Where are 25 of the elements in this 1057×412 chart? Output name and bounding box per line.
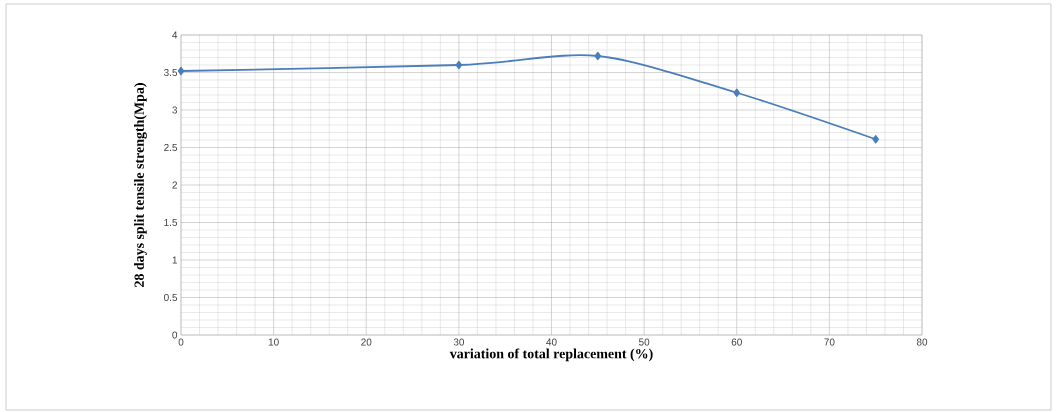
x-axis-title: variation of total replacement (%) <box>449 348 653 362</box>
x-tick-label: 70 <box>824 338 835 346</box>
y-tick-label: 3 <box>172 106 178 114</box>
x-tick-label: 10 <box>268 338 279 346</box>
point <box>594 51 602 61</box>
y-axis-title: 28 days split tensile strength(Mpa) <box>134 83 147 287</box>
x-tick-label: 50 <box>639 338 650 346</box>
x-tick-label: 60 <box>731 338 742 346</box>
y-tick-label: 1 <box>172 256 177 264</box>
y-tick-label: 1.5 <box>164 219 178 226</box>
point <box>872 135 879 144</box>
point <box>455 60 463 70</box>
y-tick-label: 0 <box>172 331 178 339</box>
y-tick-label: 2.5 <box>164 143 178 152</box>
y-tick-label: 3.5 <box>164 68 178 77</box>
x-tick-label: 30 <box>453 338 465 346</box>
x-tick-label: 0 <box>178 338 184 346</box>
y-tick-label: 0.5 <box>164 293 178 302</box>
y-tick-label: 4 <box>172 31 178 39</box>
point <box>177 66 185 76</box>
y-tick-label: 2 <box>172 181 177 189</box>
x-tick-label: 40 <box>546 338 557 346</box>
x-tick-label: 20 <box>361 338 372 346</box>
point <box>733 88 741 97</box>
x-tick-label: 80 <box>916 338 928 346</box>
